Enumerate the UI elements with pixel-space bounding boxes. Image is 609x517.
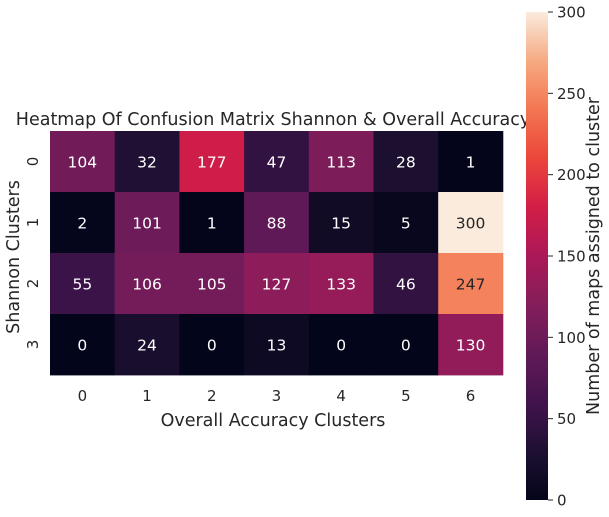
cell-value-label: 46 — [396, 276, 416, 294]
y-tick-label: 1 — [24, 218, 42, 228]
heatmap-cell — [438, 131, 504, 193]
heatmap-cell — [179, 253, 245, 315]
heatmap-cell — [244, 253, 310, 315]
cell-value-label: 5 — [401, 215, 411, 233]
x-tick-label: 4 — [336, 387, 346, 405]
cell-value-label: 300 — [456, 215, 486, 233]
colorbar-label: Number of maps assigned to cluster — [584, 96, 604, 415]
x-tick-label: 2 — [207, 387, 217, 405]
x-tick-label: 3 — [272, 387, 282, 405]
colorbar-tick-label: 100 — [557, 329, 586, 347]
heatmap-cell — [50, 314, 116, 376]
heatmap-cell — [308, 253, 374, 315]
heatmap-cell — [179, 131, 245, 193]
colorbar-tick-label: 200 — [557, 166, 586, 184]
heatmap-cell — [114, 253, 180, 315]
cell-value-label: 113 — [326, 154, 356, 172]
y-tick-label: 3 — [24, 340, 42, 350]
heatmap-cell — [244, 192, 310, 254]
heatmap-cell — [244, 131, 310, 193]
heatmap-cell — [179, 314, 245, 376]
x-tick-label: 5 — [401, 387, 411, 405]
heatmap-cell — [308, 192, 374, 254]
heatmap-cell — [438, 253, 504, 315]
x-axis-label: Overall Accuracy Clusters — [161, 411, 386, 431]
cell-value-label: 28 — [396, 154, 416, 172]
cell-value-label: 32 — [137, 154, 157, 172]
heatmap-cell — [179, 192, 245, 254]
heatmap-cell — [373, 131, 439, 193]
cell-value-label: 24 — [137, 337, 157, 355]
colorbar-tick-label: 50 — [557, 410, 576, 428]
cell-value-label: 2 — [77, 215, 87, 233]
y-tick-labels: 0 1 2 3 — [24, 157, 42, 350]
x-tick-label: 1 — [142, 387, 152, 405]
heatmap-cells: 104 32 177 47 113 28 1 2 101 1 88 15 5 300 55 106 105 127… — [50, 131, 504, 376]
cell-value-label: 104 — [68, 154, 98, 172]
cell-value-label: 15 — [331, 215, 351, 233]
y-tick-label: 0 — [24, 157, 42, 167]
y-axis-label: Shannon Clusters — [4, 180, 24, 334]
cell-value-label: 0 — [336, 337, 346, 355]
cell-value-label: 88 — [267, 215, 287, 233]
cell-value-label: 106 — [132, 276, 162, 294]
heatmap-cell — [244, 314, 310, 376]
colorbar-tick-label: 300 — [557, 4, 586, 22]
cell-value-label: 247 — [456, 276, 486, 294]
cell-value-label: 0 — [77, 337, 87, 355]
cell-value-label: 127 — [262, 276, 292, 294]
heatmap-cell — [438, 192, 504, 254]
x-tick-labels: 0 1 2 3 4 5 6 — [78, 387, 476, 405]
x-tick-label: 6 — [466, 387, 476, 405]
cell-value-label: 47 — [267, 154, 287, 172]
chart-title: Heatmap Of Confusion Matrix Shannon & Ov… — [16, 110, 530, 130]
cell-value-label: 1 — [207, 215, 217, 233]
heatmap-cell — [114, 192, 180, 254]
cell-value-label: 55 — [72, 276, 92, 294]
heatmap-cell — [114, 131, 180, 193]
cell-value-label: 1 — [466, 154, 476, 172]
x-tick-label: 0 — [78, 387, 88, 405]
heatmap-cell — [438, 314, 504, 376]
heatmap-cell — [50, 253, 116, 315]
heatmap-cell — [308, 131, 374, 193]
heatmap-cell — [308, 314, 374, 376]
cell-value-label: 105 — [197, 276, 227, 294]
colorbar-tick-label: 250 — [557, 85, 586, 103]
cell-value-label: 177 — [197, 154, 227, 172]
cell-value-label: 13 — [267, 337, 287, 355]
cell-value-label: 0 — [401, 337, 411, 355]
cell-value-label: 0 — [207, 337, 217, 355]
heatmap-cell — [114, 314, 180, 376]
heatmap-cell — [50, 131, 116, 193]
heatmap-cell — [373, 253, 439, 315]
heatmap-cell — [373, 192, 439, 254]
cell-value-label: 130 — [456, 337, 486, 355]
colorbar — [526, 12, 548, 500]
heatmap-cell — [373, 314, 439, 376]
colorbar-tick-label: 0 — [557, 492, 567, 510]
y-tick-label: 2 — [24, 279, 42, 289]
heatmap-cell — [50, 192, 116, 254]
cell-value-label: 133 — [326, 276, 356, 294]
colorbar-tick-label: 150 — [557, 248, 586, 266]
colorbar-ticks: 0 50 100 150 200 250 300 — [548, 4, 586, 510]
cell-value-label: 101 — [132, 215, 162, 233]
